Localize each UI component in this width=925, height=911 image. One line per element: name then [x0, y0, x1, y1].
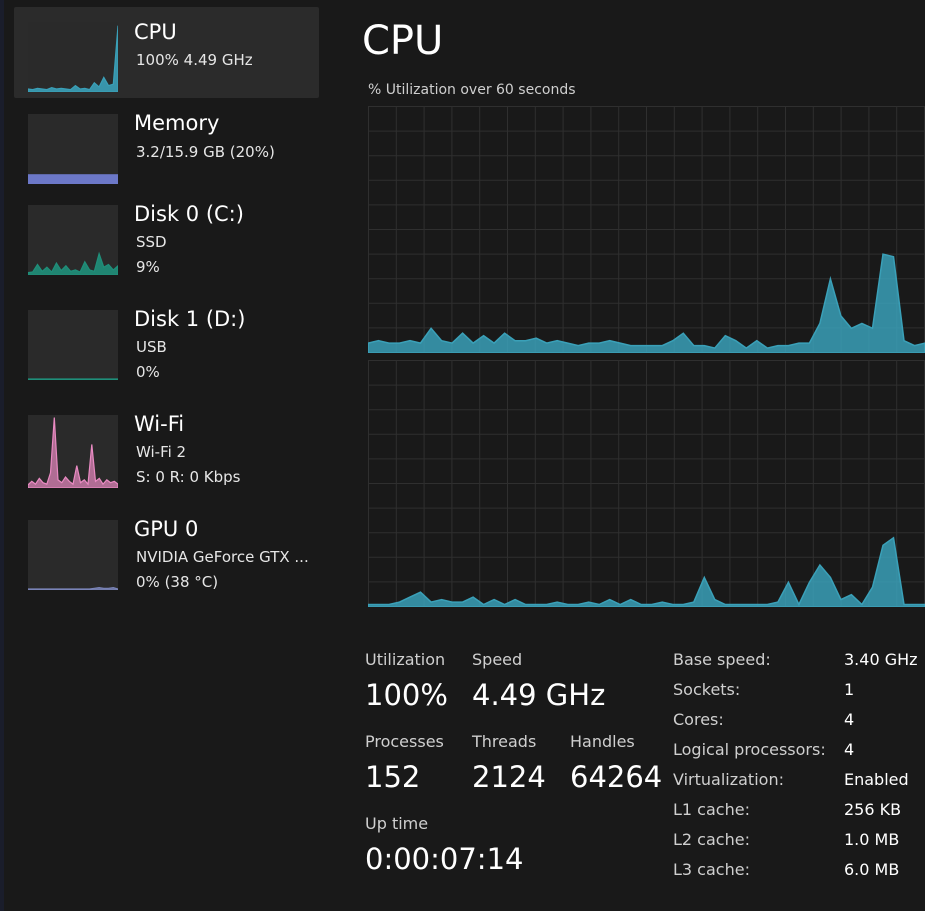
uptime-label: Up time [365, 814, 429, 833]
gpu-0-thumbnail-graph [28, 520, 118, 590]
speed-value: 4.49 GHz [472, 678, 606, 712]
sidebar-item-detail: 3.2/15.9 GB (20%) [136, 143, 275, 161]
sidebar-item-cpu[interactable]: CPU 100% 4.49 GHz [14, 7, 319, 98]
processes-label: Processes [365, 732, 444, 751]
sidebar-item-title: GPU 0 [134, 517, 199, 541]
spec-label: Base speed: [673, 650, 771, 669]
processes-value: 152 [365, 760, 421, 794]
memory-thumbnail-graph [28, 114, 118, 184]
spec-label: L3 cache: [673, 860, 750, 879]
sidebar-item-disk-1[interactable]: Disk 1 (D:) USB 0% [14, 295, 319, 400]
cpu-usage-area [368, 536, 925, 607]
cpu-core-graph-2 [368, 360, 925, 607]
gpu-0-thumbnail-area [28, 586, 118, 590]
sidebar-item-detail: Wi-Fi 2 [136, 443, 187, 461]
spec-value: 1 [844, 680, 855, 699]
threads-label: Threads [472, 732, 537, 751]
wifi-thumbnail-graph [28, 415, 118, 488]
cpu-thumbnail-area [28, 25, 118, 92]
spec-label: Virtualization: [673, 770, 784, 789]
sidebar-item-wifi[interactable]: Wi-Fi Wi-Fi 2 S: 0 R: 0 Kbps [14, 400, 319, 505]
spec-value: 3.40 GHz [844, 650, 918, 669]
sidebar-item-detail: SSD [136, 233, 167, 251]
cpu-core-graph-1 [368, 106, 925, 353]
spec-value: 1.0 MB [844, 830, 900, 849]
uptime-value: 0:00:07:14 [365, 842, 524, 876]
window-edge [0, 0, 4, 911]
sidebar-item-usage: 0% [136, 363, 160, 381]
spec-value: 4 [844, 710, 855, 729]
cpu-thumbnail-graph [28, 22, 118, 92]
sidebar-item-title: Disk 0 (C:) [134, 202, 244, 226]
sidebar-item-usage: 9% [136, 258, 160, 276]
sidebar-item-title: Disk 1 (D:) [134, 307, 246, 331]
disk-1-thumbnail-graph [28, 310, 118, 380]
disk-0-thumbnail-graph [28, 205, 118, 275]
chart-caption: % Utilization over 60 seconds [368, 82, 576, 98]
wifi-thumbnail-area [28, 417, 118, 488]
sidebar-item-detail: 100% 4.49 GHz [136, 51, 253, 69]
sidebar-item-title: CPU [134, 20, 177, 44]
sidebar-item-gpu-0[interactable]: GPU 0 NVIDIA GeForce GTX ... 0% (38 °C) [14, 505, 319, 605]
sidebar-item-memory[interactable]: Memory 3.2/15.9 GB (20%) [14, 99, 319, 190]
spec-label: Logical processors: [673, 740, 826, 759]
threads-value: 2124 [472, 760, 546, 794]
spec-value: 4 [844, 740, 855, 759]
utilization-label: Utilization [365, 650, 446, 669]
sidebar-item-disk-0[interactable]: Disk 0 (C:) SSD 9% [14, 190, 319, 295]
spec-label: Sockets: [673, 680, 741, 699]
disk-1-thumbnail-area [28, 378, 118, 380]
spec-value: 256 KB [844, 800, 902, 819]
sidebar-item-usage: 0% (38 °C) [136, 573, 219, 591]
spec-value: Enabled [844, 770, 909, 789]
sidebar-item-detail: NVIDIA GeForce GTX ... [136, 548, 309, 566]
cpu-usage-area [368, 253, 925, 353]
sidebar-item-detail: USB [136, 338, 167, 356]
speed-label: Speed [472, 650, 523, 669]
handles-label: Handles [570, 732, 635, 751]
spec-label: Cores: [673, 710, 724, 729]
handles-value: 64264 [570, 760, 663, 794]
sidebar-item-title: Memory [134, 111, 220, 135]
utilization-value: 100% [365, 678, 448, 712]
cpu-detail-pane: CPU % Utilization over 60 seconds [330, 0, 925, 911]
spec-label: L2 cache: [673, 830, 750, 849]
disk-0-thumbnail-area [28, 251, 118, 275]
page-title: CPU [362, 18, 444, 64]
performance-sidebar: CPU 100% 4.49 GHz Memory 3.2/15.9 GB (20… [0, 0, 330, 911]
sidebar-item-throughput: S: 0 R: 0 Kbps [136, 468, 241, 486]
spec-label: L1 cache: [673, 800, 750, 819]
sidebar-item-title: Wi-Fi [134, 412, 185, 436]
spec-value: 6.0 MB [844, 860, 900, 879]
memory-usage-band [28, 174, 118, 184]
